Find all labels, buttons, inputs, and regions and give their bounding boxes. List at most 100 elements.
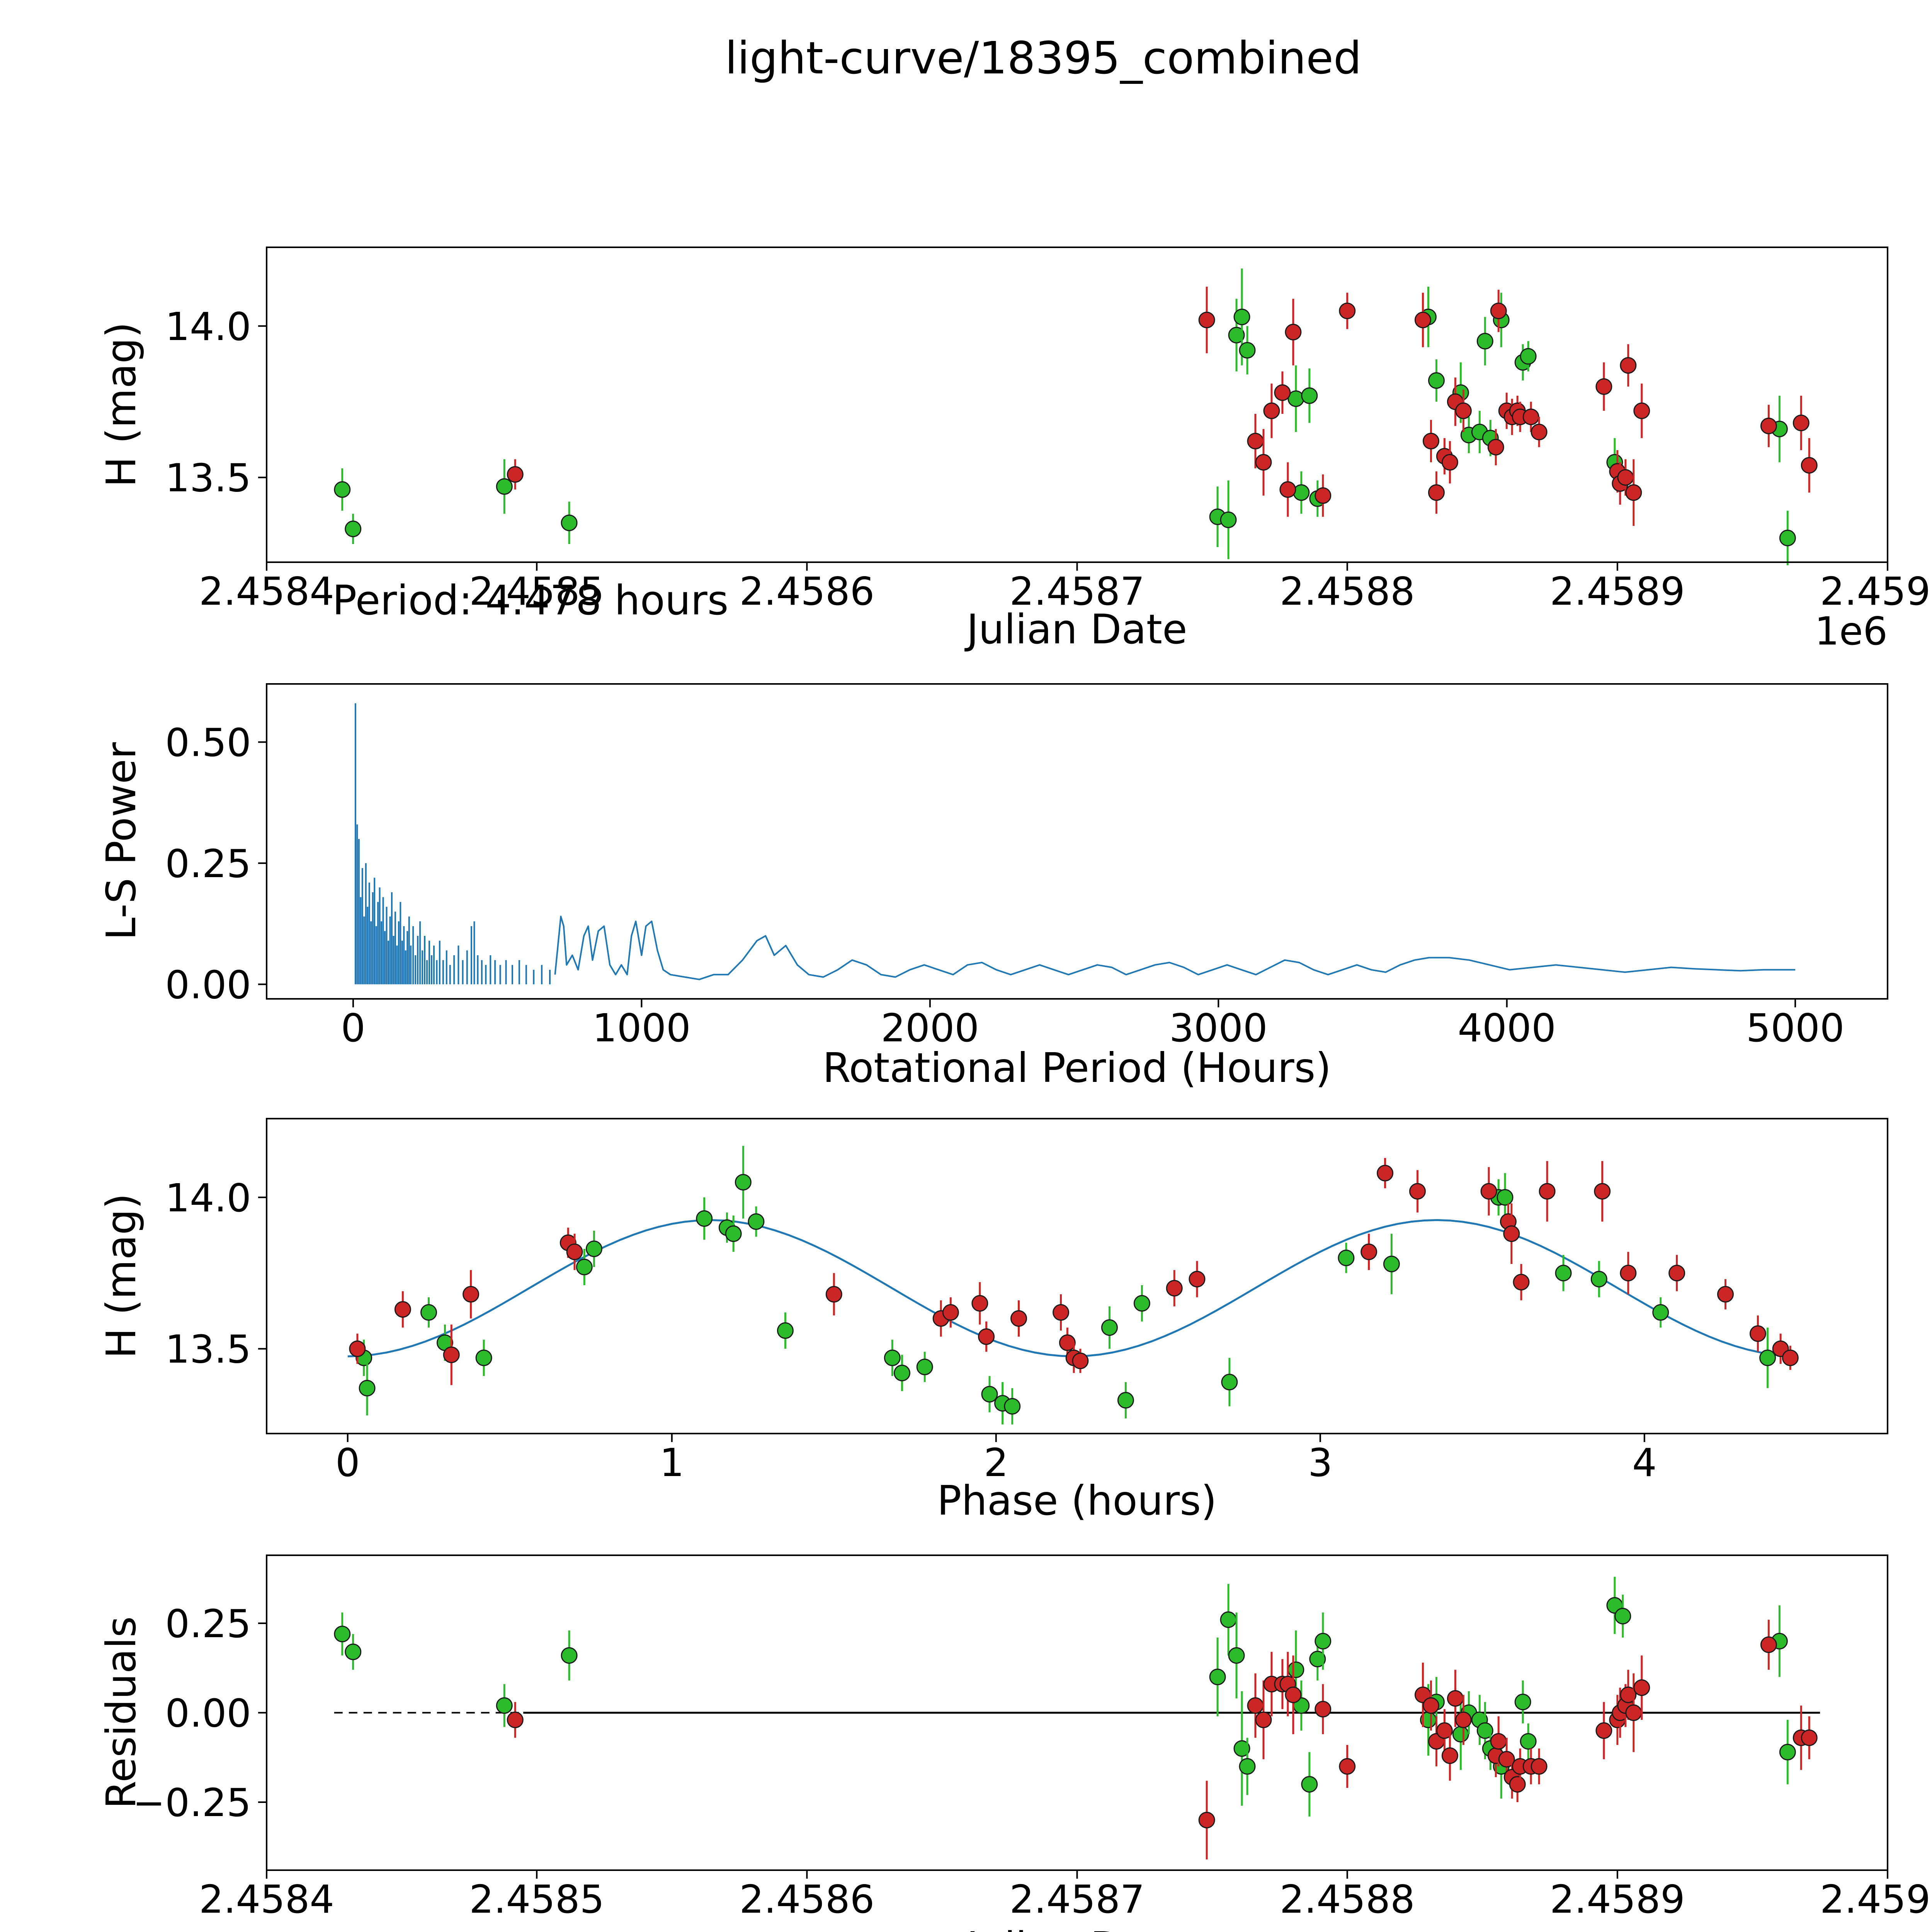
x-tick-label: 1 — [660, 1440, 684, 1485]
data-point — [463, 1286, 480, 1303]
data-point — [1595, 1722, 1612, 1739]
data-point — [1633, 1679, 1650, 1696]
x-tick-label: 2.4586 — [739, 1877, 874, 1922]
y-tick-label: 13.5 — [165, 1327, 251, 1372]
data-point — [1274, 384, 1291, 401]
data-point — [1480, 1183, 1497, 1200]
data-point — [359, 1379, 376, 1396]
plots-layer: 2.4584 2.4585 2.4586 2.4587 2.4588 2.4589 2.45… — [133, 247, 1932, 1922]
data-point — [1315, 487, 1332, 504]
data-point — [1782, 1349, 1799, 1366]
data-point — [507, 466, 524, 483]
data-point — [1520, 1733, 1537, 1750]
p3-y-axis-label: H (mag) — [98, 1193, 145, 1359]
data-point — [1625, 1704, 1642, 1721]
data-point — [561, 1647, 578, 1664]
x-tick-label: 5000 — [1746, 1005, 1845, 1051]
axes-spines — [266, 683, 1888, 1000]
data-point — [1490, 303, 1507, 320]
x-tick-label: 2.4589 — [1550, 569, 1685, 614]
data-point — [1072, 1352, 1089, 1369]
data-point — [1339, 303, 1356, 320]
data-point — [777, 1322, 794, 1339]
y-tick-label: 14.0 — [165, 304, 251, 349]
data-point — [1793, 415, 1810, 432]
p2-y-axis-label: L-S Power — [98, 742, 145, 940]
x-tick-label: 2.4584 — [199, 569, 334, 614]
data-point — [1668, 1265, 1685, 1282]
data-point — [1539, 1183, 1556, 1200]
data-point — [696, 1210, 713, 1227]
data-point — [1633, 402, 1650, 419]
data-point — [1287, 1661, 1304, 1678]
p4-x-offset-label: 1e6 — [1815, 1926, 1888, 1932]
data-point — [1189, 1270, 1206, 1287]
data-point — [1293, 484, 1310, 501]
data-point — [1422, 1697, 1439, 1714]
data-point — [1133, 1295, 1150, 1312]
data-point — [916, 1359, 933, 1376]
data-point — [971, 1295, 988, 1312]
panel-scatter: 2.4584 2.4585 2.4586 2.4587 2.4588 2.4589 2.45… — [165, 247, 1932, 614]
data-point — [1221, 1374, 1238, 1391]
data-point — [1004, 1398, 1021, 1415]
data-point — [1338, 1249, 1355, 1266]
data-point — [1198, 1811, 1215, 1828]
x-tick-label: 2.4587 — [1010, 569, 1145, 614]
data-point — [1779, 1743, 1796, 1760]
data-point — [1263, 402, 1280, 419]
data-point — [496, 478, 513, 495]
data-point — [496, 1697, 513, 1714]
x-tick-label: 3 — [1308, 1440, 1333, 1485]
data-point — [1555, 1265, 1572, 1282]
data-point — [1361, 1243, 1378, 1260]
data-point — [1452, 1726, 1469, 1743]
data-point — [1383, 1255, 1400, 1272]
data-point — [1053, 1304, 1070, 1321]
data-point — [1247, 1697, 1264, 1714]
y-tick-label: −0.25 — [133, 1780, 251, 1825]
data-point — [345, 520, 362, 537]
data-point — [725, 1225, 742, 1242]
x-tick-label: 2.4589 — [1550, 1877, 1685, 1922]
data-point — [1441, 454, 1458, 471]
data-point — [1749, 1325, 1766, 1342]
x-tick-label: 2.4587 — [1010, 1877, 1145, 1922]
data-point — [1759, 1349, 1776, 1366]
y-tick-label: 0.25 — [165, 1601, 251, 1646]
figure-title: light-curve/18395_combined — [725, 32, 1362, 84]
x-tick-label: 2.4590 — [1820, 1877, 1932, 1922]
data-point — [1503, 1225, 1520, 1242]
data-point — [1531, 423, 1548, 440]
data-point — [981, 1386, 998, 1403]
data-point — [349, 1340, 366, 1357]
data-point — [1620, 1265, 1637, 1282]
data-point — [1209, 1668, 1226, 1685]
data-point — [1010, 1310, 1027, 1327]
data-point — [443, 1346, 460, 1363]
data-point — [1520, 348, 1537, 365]
data-point — [1497, 1189, 1514, 1206]
data-point — [1498, 1751, 1515, 1768]
data-point — [1625, 484, 1642, 501]
data-point — [585, 1240, 602, 1257]
x-tick-label: 2.4584 — [199, 1877, 334, 1922]
data-point — [1166, 1280, 1183, 1297]
data-point — [1428, 484, 1445, 501]
data-point — [1220, 511, 1237, 528]
data-point — [1228, 327, 1245, 344]
period-annotation: Period: 4.478 hours — [332, 577, 728, 624]
data-point — [1239, 1758, 1256, 1775]
data-point — [735, 1174, 752, 1191]
periodogram-curve — [554, 915, 1796, 980]
data-point — [1414, 311, 1431, 328]
data-point — [1239, 342, 1256, 359]
data-point — [1279, 481, 1296, 498]
x-tick-label: 3000 — [1169, 1005, 1268, 1051]
x-tick-label: 2.4588 — [1280, 569, 1415, 614]
data-point — [1594, 1183, 1611, 1200]
data-point — [1220, 1611, 1237, 1628]
data-point — [1455, 1711, 1472, 1728]
data-point — [334, 481, 351, 498]
